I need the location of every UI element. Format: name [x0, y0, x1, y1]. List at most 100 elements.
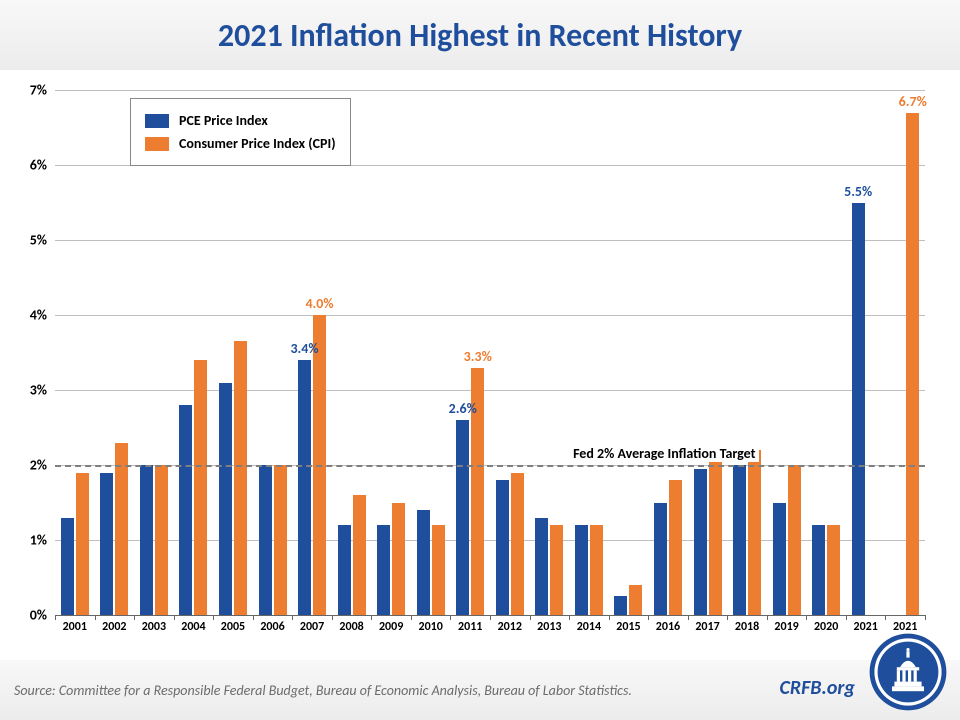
fed-target-label: Fed 2% Average Inflation Target	[569, 445, 759, 462]
brand-text: CRFB.org	[779, 676, 855, 700]
y-axis-tick: 3%	[30, 382, 47, 399]
x-axis-label: 2012	[498, 620, 522, 634]
data-label: 3.4%	[290, 340, 318, 357]
bar	[614, 596, 627, 615]
x-axis-label: 2010	[419, 620, 443, 634]
legend-label-pce: PCE Price Index	[179, 112, 268, 129]
bar	[194, 360, 207, 615]
bar	[852, 203, 865, 616]
bar	[590, 525, 603, 615]
bar	[550, 525, 563, 615]
bar	[812, 525, 825, 615]
data-label: 3.3%	[464, 348, 492, 365]
bar-group	[417, 510, 445, 615]
x-axis-label: 2016	[656, 620, 680, 634]
bar	[511, 473, 524, 616]
bar	[298, 360, 311, 615]
bar-group	[377, 503, 405, 616]
bar	[417, 510, 430, 615]
bar	[140, 465, 153, 615]
bar-group	[219, 341, 247, 615]
x-axis-label: 2020	[814, 620, 838, 634]
x-axis-label: 2014	[577, 620, 601, 634]
bar	[432, 525, 445, 615]
bar	[338, 525, 351, 615]
y-axis-tick: 0%	[30, 607, 47, 624]
bar	[456, 420, 469, 615]
legend-item-pce: PCE Price Index	[145, 109, 336, 132]
bar	[748, 450, 761, 615]
bar	[259, 465, 272, 615]
bar	[219, 383, 232, 616]
title-bar: 2021 Inflation Highest in Recent History	[0, 0, 960, 70]
x-axis-label: 2015	[616, 620, 640, 634]
bar	[115, 443, 128, 616]
x-axis-label: 2006	[260, 620, 284, 634]
x-axis-label: 2003	[142, 620, 166, 634]
fed-target-line	[55, 465, 925, 467]
bar-group	[140, 465, 168, 615]
x-axis-label: 2019	[774, 620, 798, 634]
data-label: 4.0%	[305, 295, 333, 312]
bar	[377, 525, 390, 615]
bar	[496, 480, 509, 615]
bar	[709, 458, 722, 616]
x-axis-label: 2002	[102, 620, 126, 634]
x-axis-label: 2013	[537, 620, 561, 634]
x-axis-label: 2018	[735, 620, 759, 634]
bar-group	[338, 495, 366, 615]
bar-group	[694, 458, 722, 616]
data-label: 5.5%	[844, 183, 872, 200]
bar-group	[61, 473, 89, 616]
bar	[773, 503, 786, 616]
bar-group	[614, 585, 642, 615]
bar	[788, 465, 801, 615]
gridline	[55, 240, 925, 241]
x-axis-label: 2017	[695, 620, 719, 634]
legend-item-cpi: Consumer Price Index (CPI)	[145, 132, 336, 155]
bar	[906, 113, 919, 616]
source-text: Source: Committee for a Responsible Fede…	[0, 682, 632, 699]
y-axis-tick: 5%	[30, 232, 47, 249]
x-axis-label: 2008	[339, 620, 363, 634]
legend-swatch-pce	[145, 114, 169, 128]
bar-group	[654, 480, 682, 615]
bar	[100, 473, 113, 616]
bar	[669, 480, 682, 615]
x-axis-label: 2004	[181, 620, 205, 634]
bar-group	[773, 465, 801, 615]
bar-group	[259, 465, 287, 615]
bar	[392, 503, 405, 616]
data-label: 6.7%	[899, 93, 927, 110]
bar	[274, 465, 287, 615]
bar-group	[179, 360, 207, 615]
bar	[575, 525, 588, 615]
bar-group	[852, 203, 880, 616]
y-axis-tick: 4%	[30, 307, 47, 324]
bar-group	[812, 525, 840, 615]
bar-group	[535, 518, 563, 616]
y-axis-tick: 6%	[30, 157, 47, 174]
bar	[733, 465, 746, 615]
bar-group	[733, 450, 761, 615]
bar	[179, 405, 192, 615]
bar-group	[496, 473, 524, 616]
x-axis-label: 2001	[63, 620, 87, 634]
x-axis-label: 2007	[300, 620, 324, 634]
bar	[234, 341, 247, 615]
legend-swatch-cpi	[145, 137, 169, 151]
legend: PCE Price Index Consumer Price Index (CP…	[130, 98, 351, 166]
gridline	[55, 315, 925, 316]
data-label: 2.6%	[449, 400, 477, 417]
bar	[654, 503, 667, 616]
bar-group	[891, 113, 919, 616]
y-axis-tick: 7%	[30, 82, 47, 99]
bar-group	[575, 525, 603, 615]
chart-title: 2021 Inflation Highest in Recent History	[218, 16, 742, 55]
bar	[155, 465, 168, 615]
bar-group	[100, 443, 128, 616]
x-axis-label: 2011	[458, 620, 482, 634]
chart-plot-area: PCE Price Index Consumer Price Index (CP…	[55, 90, 925, 615]
bar	[694, 469, 707, 615]
bar	[629, 585, 642, 615]
